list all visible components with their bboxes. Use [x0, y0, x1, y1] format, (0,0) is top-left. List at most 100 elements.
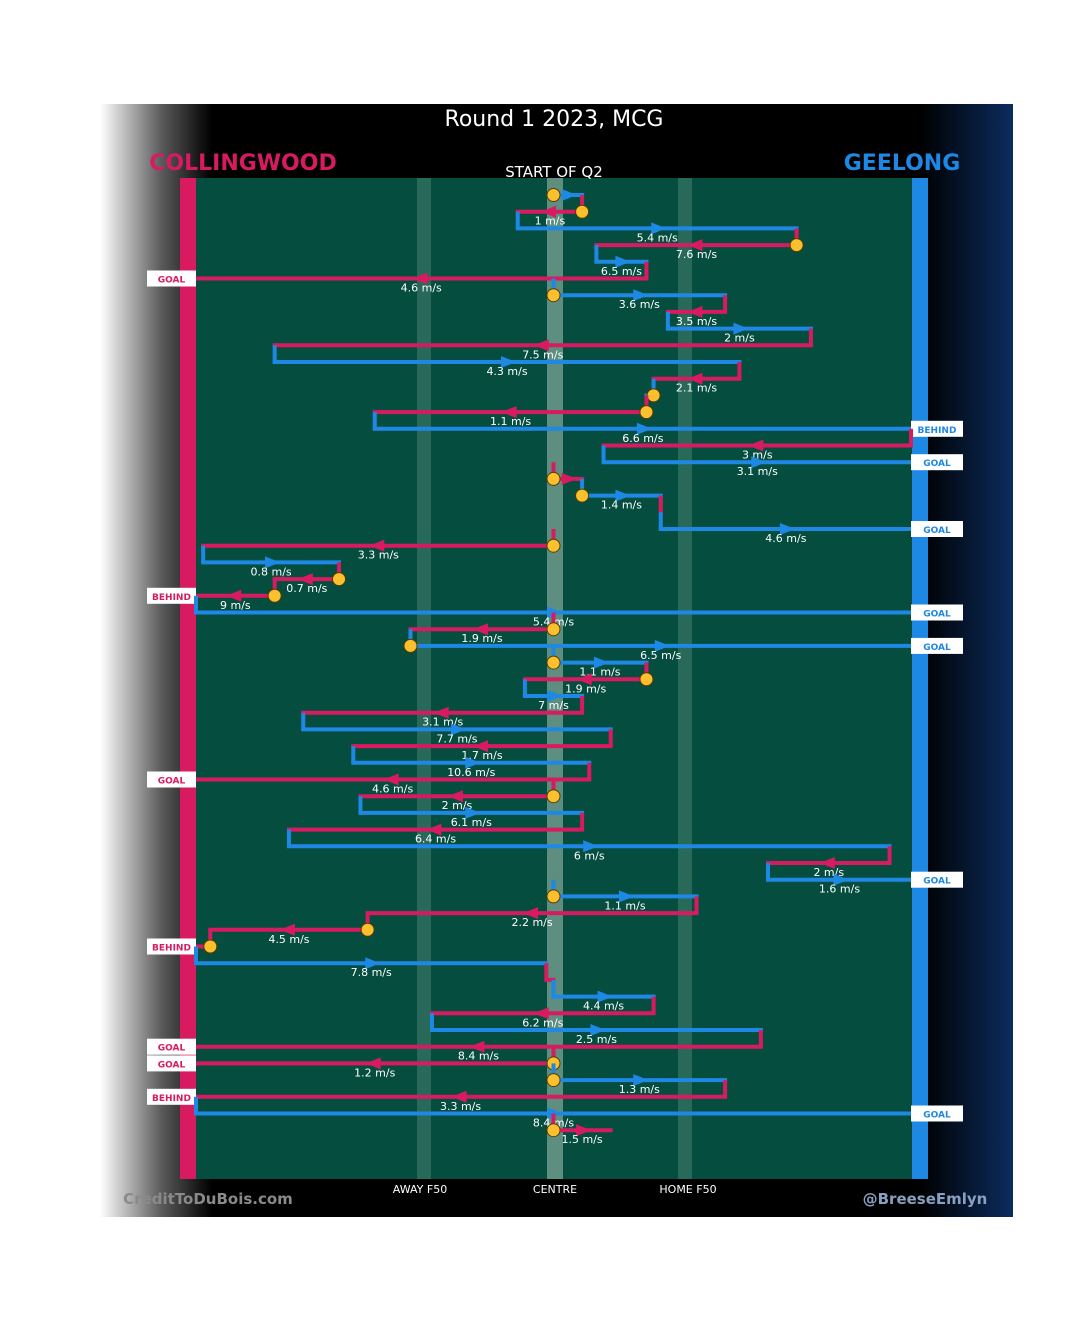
speed-label: 1.9 m/s	[461, 632, 502, 645]
chain-arrow	[547, 690, 563, 702]
speed-label: 10.6 m/s	[447, 766, 495, 779]
speed-label: 7.5 m/s	[522, 348, 563, 361]
chain-arrow	[615, 489, 631, 502]
speed-label: 7.6 m/s	[676, 248, 717, 261]
ball-marker	[639, 405, 654, 420]
chain-2: 5.4 m/s	[515, 211, 799, 244]
outcome-badge	[911, 420, 963, 437]
speed-label: 8.4 m/s	[458, 1050, 499, 1063]
chain-33: 1.7 m/s	[351, 729, 613, 762]
ball-marker	[203, 939, 218, 954]
chain-6: 3.6 m/s	[546, 278, 728, 311]
chain-arrow	[412, 272, 428, 285]
chain-29: 1.9 m/s	[522, 662, 654, 695]
outcome-badge	[911, 454, 963, 471]
ball-marker	[546, 789, 561, 804]
outcome-label: GOAL	[158, 1044, 186, 1054]
chains-layer: 1 m/s 5.4 m/s 7.6 m/s 6.5 m/s 4.6 m/s GOAL 3.6…	[147, 188, 963, 1146]
right-gradient	[920, 104, 1013, 1217]
speed-label: 3.3 m/s	[440, 1100, 481, 1113]
ball-marker	[546, 471, 561, 486]
speed-label: 3.6 m/s	[619, 298, 660, 311]
speed-label: 2 m/s	[442, 799, 473, 812]
speed-label: 1.6 m/s	[819, 883, 860, 896]
outcome-badge	[147, 1038, 196, 1055]
chain-arrow	[433, 706, 449, 719]
chain-53: 1.3 m/s	[546, 1063, 728, 1096]
outcome-label: GOAL	[923, 877, 951, 887]
chain-56: 1.5 m/s	[546, 1113, 613, 1146]
speed-label: 4.5 m/s	[268, 933, 309, 946]
x-label-centre: CENTRE	[533, 1183, 577, 1196]
chain-1: 1 m/s	[515, 195, 590, 228]
speed-label: 0.8 m/s	[250, 565, 291, 578]
outcome-label: GOAL	[158, 276, 186, 286]
chain-arrow	[369, 539, 385, 552]
ball-marker	[546, 889, 561, 904]
speed-label: 1.4 m/s	[601, 499, 642, 512]
chain-42: 1.1 m/s	[546, 879, 699, 912]
chain-arrow	[619, 890, 634, 903]
chain-27: 6.5 m/s GOAL	[403, 629, 963, 662]
ball-marker	[575, 488, 590, 503]
chain-arrow	[469, 1040, 485, 1053]
chain-45: BEHIND	[147, 929, 218, 955]
chain-14: 6.6 m/s BEHIND	[372, 412, 963, 445]
outcome-label: GOAL	[158, 1060, 186, 1070]
chain-arrow	[383, 773, 399, 786]
chain-arrow	[365, 957, 381, 970]
outcome-badge	[911, 1105, 963, 1122]
chain-8: 2 m/s	[665, 311, 813, 345]
outcome-badge	[911, 637, 963, 654]
speed-label: 9 m/s	[220, 599, 251, 612]
chain-arrow	[590, 1024, 606, 1036]
collingwood-goal-bar	[180, 178, 196, 1179]
chain-38: 6.4 m/s	[286, 812, 585, 846]
speed-label: 6.5 m/s	[601, 265, 642, 278]
speed-label: 1.5 m/s	[562, 1133, 603, 1146]
outcome-label: GOAL	[923, 1111, 951, 1121]
chain-arrow	[633, 289, 649, 302]
chain-arrow	[501, 406, 517, 419]
outcome-label: GOAL	[923, 526, 951, 536]
chain-11: 2.1 m/s	[651, 362, 742, 395]
chain-23: 0.7 m/s	[272, 562, 346, 595]
ball-marker	[546, 288, 561, 303]
chain-arrow	[576, 673, 592, 686]
chain-arrow	[365, 1057, 381, 1070]
chain-arrow	[533, 1007, 549, 1020]
chain-3: 7.6 m/s	[594, 228, 804, 261]
chain-arrow	[687, 305, 703, 318]
chain-arrow	[654, 639, 670, 652]
chain-41: 1.6 m/s GOAL	[766, 863, 963, 896]
chain-15: 3 m/s	[601, 428, 913, 462]
chain-4: 6.5 m/s	[594, 245, 649, 278]
chain-arrow	[540, 205, 556, 218]
chain-arrow	[450, 723, 466, 736]
speed-label: 1.1 m/s	[604, 899, 645, 912]
chain-52: 1.2 m/s GOAL	[147, 1046, 561, 1079]
chain-43: 2.2 m/s	[365, 896, 699, 929]
speed-label: 3.5 m/s	[676, 315, 717, 328]
chain-arrow	[687, 372, 703, 385]
chain-arrow	[447, 790, 463, 803]
chain-24: 9 m/s BEHIND	[147, 579, 282, 612]
chain-arrow	[576, 1124, 592, 1137]
chain-arrow	[751, 456, 767, 469]
chain-arrow	[636, 422, 652, 435]
outcome-label: BEHIND	[152, 593, 191, 603]
outcome-badge	[911, 604, 963, 621]
ball-marker	[332, 572, 346, 587]
speed-label: 7 m/s	[538, 699, 569, 712]
chain-28: 1.1 m/s	[546, 645, 649, 679]
chain-arrow	[615, 255, 631, 268]
outcome-badge	[147, 1088, 196, 1105]
ball-marker	[403, 638, 418, 653]
chain-50: 2.5 m/s	[429, 1013, 763, 1046]
speed-label: 2.5 m/s	[576, 1033, 617, 1046]
chain-10: 4.3 m/s	[272, 345, 742, 378]
speed-label: 1.3 m/s	[619, 1083, 660, 1096]
quarter-label: START OF Q2	[505, 163, 603, 181]
speed-label: 6.4 m/s	[415, 833, 456, 846]
ball-marker	[546, 1123, 561, 1138]
